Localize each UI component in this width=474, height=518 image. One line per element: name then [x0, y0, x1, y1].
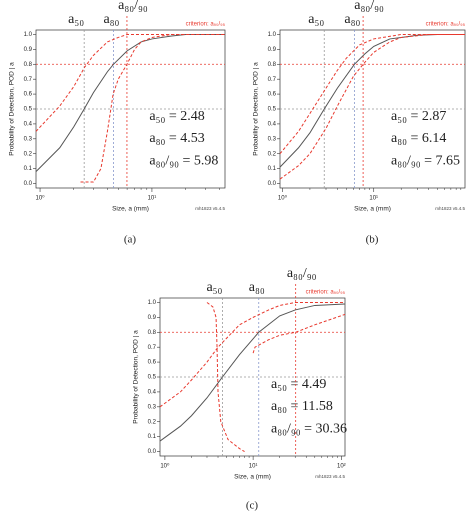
y-tick-label: 0.0	[148, 449, 157, 455]
y-tick-label: 0.7	[268, 77, 277, 83]
panel: 0.0 0.1 0.2 0.3 0.4 0.5 0.6 0.7 0.8 0.9 1.0 10⁰ 10¹ a…	[9, 0, 226, 246]
y-tick-label: 0.8	[268, 62, 277, 68]
x-tick-label: 10¹	[249, 464, 258, 470]
y-tick-label: 0.6	[268, 92, 277, 98]
marker-name: a₈₀	[344, 12, 360, 27]
marker-name: a₈₀/₉₀	[118, 0, 148, 13]
y-tick-label: 0.9	[268, 47, 277, 53]
y-tick-label: 0.8	[24, 62, 33, 68]
y-tick-label: 0.4	[24, 121, 33, 127]
y-tick-label: 0.0	[268, 181, 277, 187]
marker-name: a₈₀/₉₀	[287, 266, 317, 281]
criterion-label: criterion: a₉₀/₉₅	[186, 22, 226, 28]
y-tick-label: 0.3	[268, 136, 277, 142]
software-note: mh1823 v5.4.5	[315, 474, 345, 479]
x-tick-label: 10⁰	[160, 463, 170, 470]
pod-curve	[159, 303, 346, 442]
marker-name: a₈₀	[249, 280, 265, 295]
confidence-bound	[279, 33, 465, 180]
y-tick-label: 0.1	[268, 166, 277, 172]
marker-value: a₈₀/₉₀ = 5.98	[149, 153, 218, 168]
y-tick-label: 0.4	[148, 389, 157, 395]
y-axis-label: Probability of Detection, POD | a	[253, 62, 260, 156]
confidence-bound	[206, 302, 346, 452]
y-tick-label: 0.9	[148, 315, 157, 321]
y-axis-label: Probability of Detection, POD | a	[9, 62, 16, 156]
marker-value: a₈₀ = 6.14	[391, 131, 446, 146]
panel: 0.0 0.1 0.2 0.3 0.4 0.5 0.6 0.7 0.8 0.9 1.0 10⁰ 10¹ a…	[253, 0, 466, 246]
y-tick-label: 0.2	[24, 151, 33, 157]
y-tick-label: 0.6	[148, 360, 157, 366]
marker-name: a₈₀	[103, 12, 119, 27]
x-tick-label: 10²	[337, 464, 346, 470]
y-tick-label: 0.1	[24, 166, 33, 172]
marker-value: a₅₀ = 4.49	[271, 377, 326, 392]
y-tick-label: 0.0	[24, 181, 33, 187]
y-tick-label: 1.0	[24, 32, 33, 38]
software-note: mh1823 v5.4.5	[435, 206, 465, 211]
x-tick-label: 10¹	[369, 196, 378, 202]
confidence-bound	[159, 301, 345, 408]
marker-value: a₈₀ = 4.53	[149, 131, 204, 146]
y-tick-label: 1.0	[148, 300, 157, 306]
criterion-label: criterion: a₉₀/₉₅	[426, 22, 466, 28]
y-tick-label: 0.4	[268, 121, 277, 127]
y-tick-label: 0.3	[24, 136, 33, 142]
y-tick-label: 0.5	[24, 107, 33, 113]
software-note: mh1823 v5.4.5	[195, 206, 225, 211]
y-tick-label: 1.0	[268, 32, 277, 38]
panel-caption: (b)	[366, 234, 379, 246]
x-tick-label: 10⁰	[36, 195, 46, 202]
marker-value: a₈₀/₉₀ = 30.36	[271, 421, 347, 436]
confidence-bound	[80, 33, 225, 183]
criterion-label: criterion: a₉₀/₉₅	[306, 290, 346, 296]
y-tick-label: 0.3	[148, 404, 157, 410]
y-tick-label: 0.2	[268, 151, 277, 157]
y-tick-label: 0.5	[268, 107, 277, 113]
x-tick-label: 10¹	[148, 196, 157, 202]
y-tick-label: 0.7	[148, 345, 157, 351]
pod-curve	[35, 33, 225, 172]
y-tick-label: 0.2	[148, 419, 157, 425]
y-tick-label: 0.9	[24, 47, 33, 53]
confidence-bound	[35, 33, 225, 132]
x-axis-label: Size, a (mm)	[354, 206, 391, 213]
panel-caption: (c)	[246, 500, 259, 512]
marker-name: a₈₀/₉₀	[354, 0, 384, 13]
y-tick-label: 0.7	[24, 77, 33, 83]
marker-value: a₅₀ = 2.48	[149, 109, 204, 124]
marker-name: a₅₀	[68, 12, 84, 27]
y-tick-label: 0.6	[24, 92, 33, 98]
marker-value: a₈₀/₉₀ = 7.65	[391, 153, 460, 168]
y-axis-label: Probability of Detection, POD | a	[133, 330, 140, 424]
y-tick-label: 0.1	[148, 434, 157, 440]
panel: 0.0 0.1 0.2 0.3 0.4 0.5 0.6 0.7 0.8 0.9 1.0 10⁰ 10¹ 1…	[133, 266, 347, 511]
marker-name: a₅₀	[308, 12, 324, 27]
panel-caption: (a)	[124, 234, 137, 246]
marker-value: a₅₀ = 2.87	[391, 109, 446, 124]
x-tick-label: 10⁰	[278, 195, 288, 202]
marker-value: a₈₀ = 11.58	[271, 399, 333, 414]
x-axis-label: Size, a (mm)	[234, 474, 271, 481]
x-axis-label: Size, a (mm)	[112, 206, 149, 213]
y-tick-label: 0.5	[148, 375, 157, 381]
marker-name: a₅₀	[206, 280, 222, 295]
y-tick-label: 0.8	[148, 330, 157, 336]
